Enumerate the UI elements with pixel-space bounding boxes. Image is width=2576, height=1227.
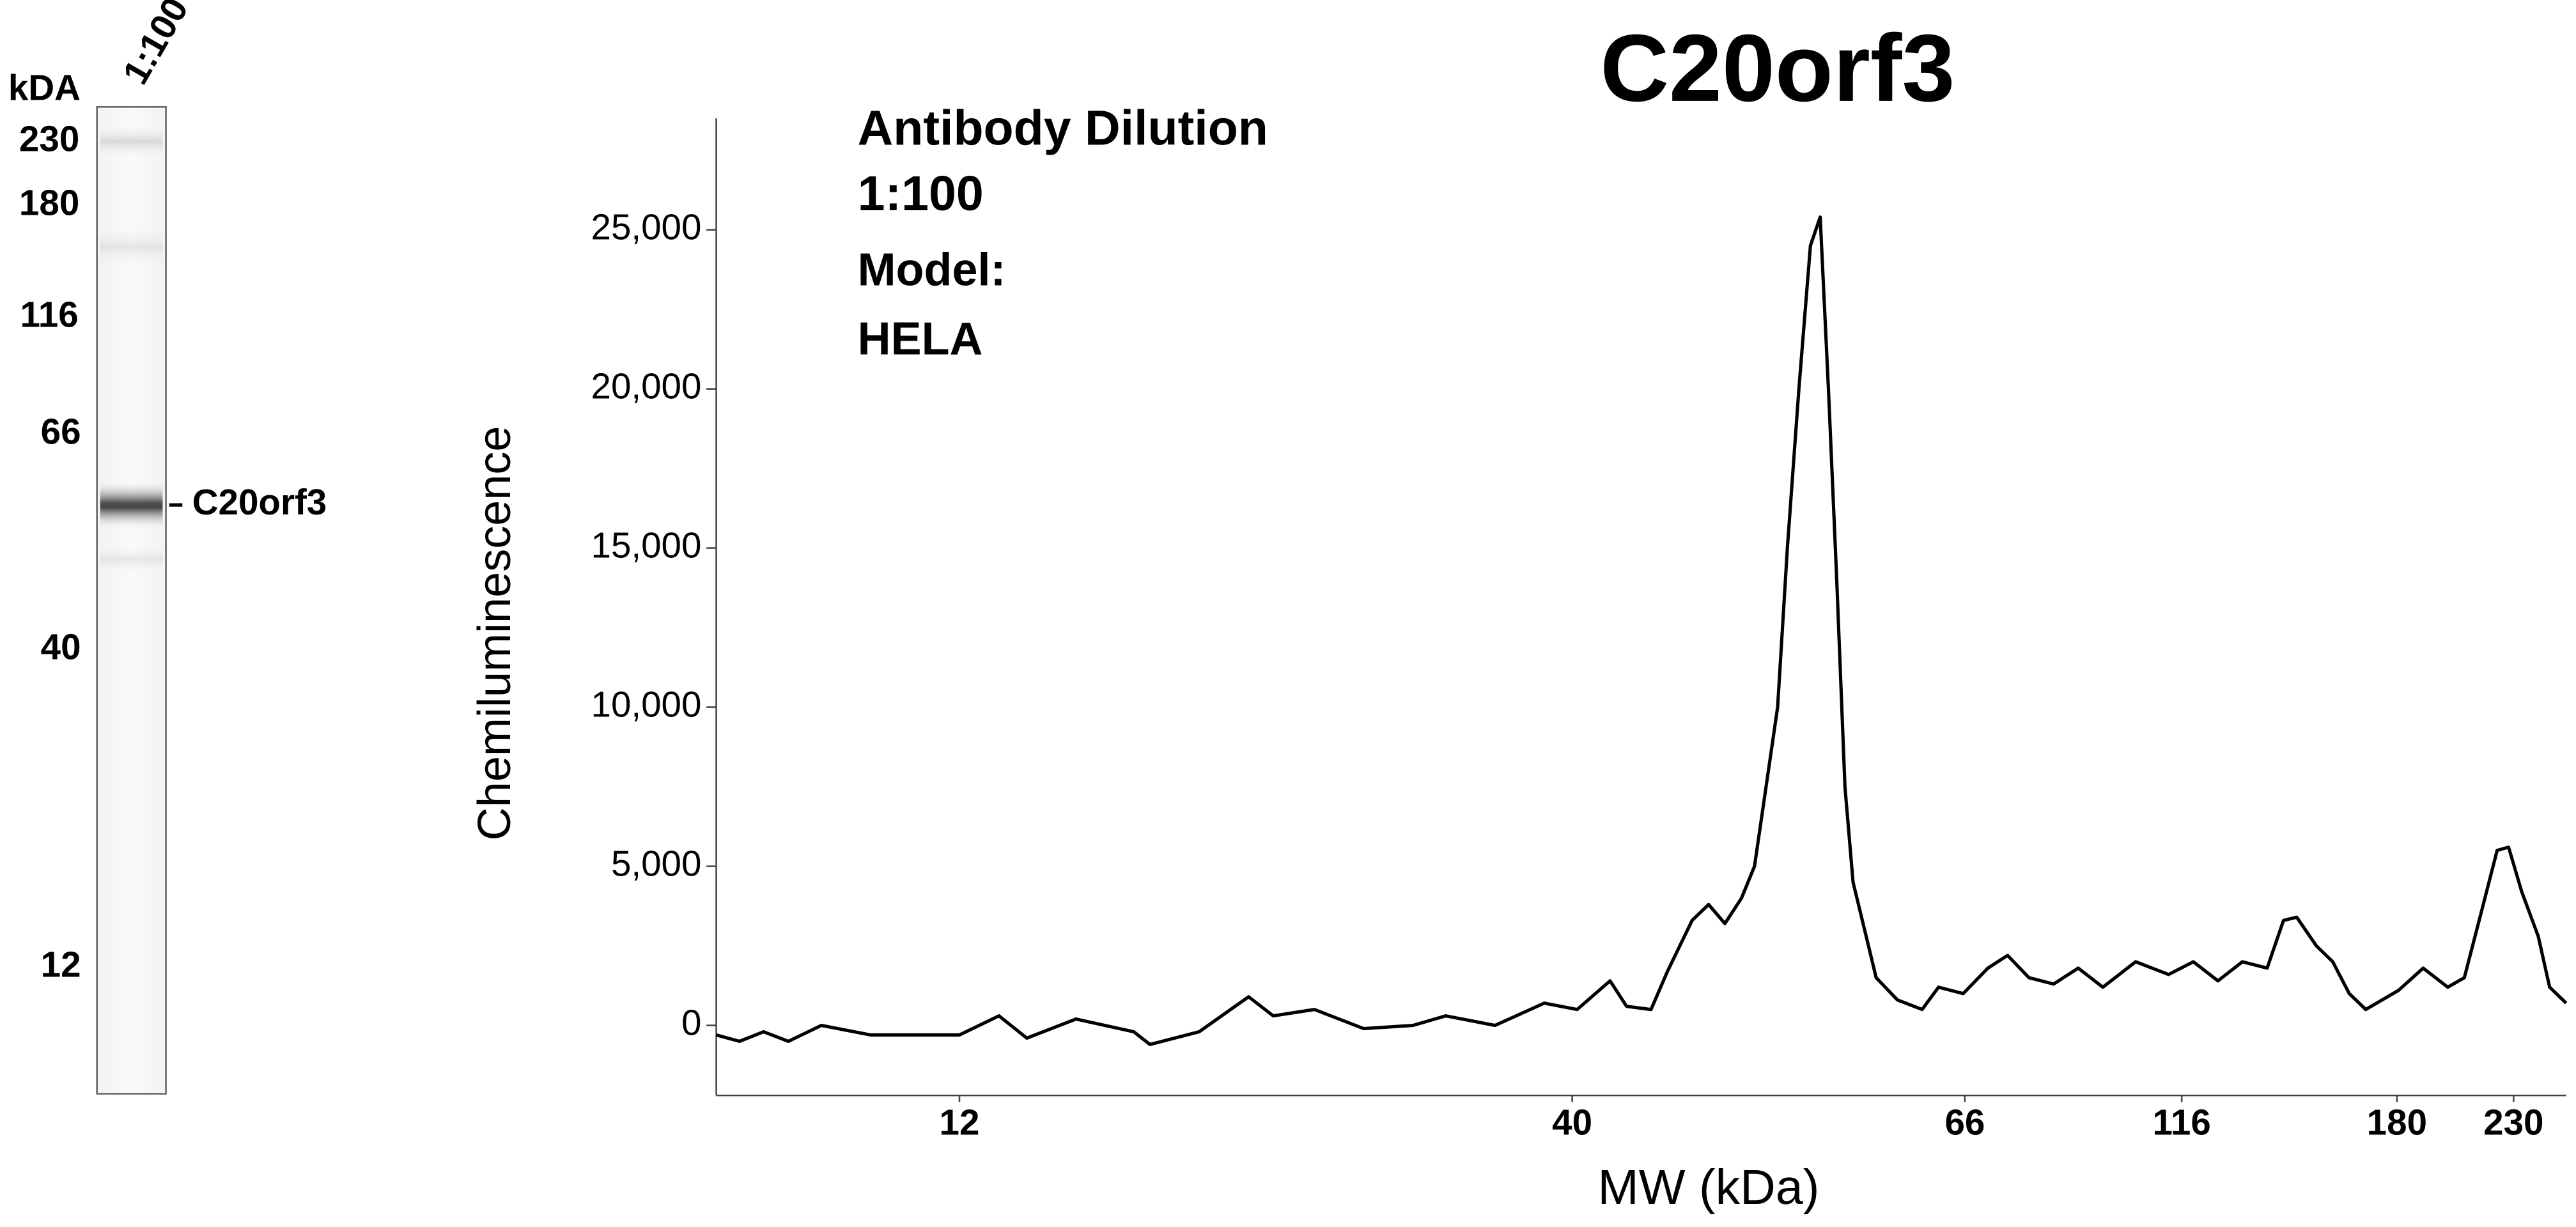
chart-title: C20orf3	[1600, 15, 1955, 121]
lane-smear	[100, 121, 163, 162]
marker-label: 116	[20, 295, 78, 335]
x-tick-label: 66	[1944, 1102, 1985, 1142]
x-tick-label: 12	[940, 1102, 980, 1142]
marker-label: 12	[41, 944, 81, 984]
lane-smear	[100, 222, 163, 272]
y-tick-label: 25,000	[591, 207, 702, 247]
y-axis-label: Chemiluminescence	[469, 426, 520, 841]
lane-header: kDA	[8, 67, 81, 107]
y-tick-label: 5,000	[611, 843, 701, 883]
band-label: C20orf3	[192, 482, 327, 522]
data-line	[715, 215, 2568, 1046]
y-tick-label: 0	[681, 1002, 701, 1042]
marker-label: 66	[41, 411, 81, 451]
x-tick-label: 180	[2367, 1102, 2427, 1142]
annotation: 1:100	[858, 166, 984, 221]
x-tick-label: 116	[2153, 1102, 2211, 1142]
x-tick-label: 230	[2483, 1102, 2543, 1142]
marker-label: 40	[41, 627, 81, 667]
lane-label: 1:100	[115, 0, 196, 91]
lane-band	[100, 480, 163, 530]
marker-label: 230	[19, 118, 79, 158]
marker-label: 180	[19, 183, 79, 223]
annotation: HELA	[858, 313, 983, 364]
x-tick-label: 40	[1552, 1102, 1592, 1142]
lane-smear	[100, 543, 163, 576]
x-axis-label: MW (kDa)	[1598, 1160, 1820, 1215]
y-tick-label: 10,000	[591, 684, 702, 724]
lane: kDA 1:100 230 180 116 66 40 12 C20orf3	[8, 0, 327, 1095]
y-tick-label: 15,000	[591, 525, 702, 566]
annotation: Model:	[858, 244, 1006, 295]
annotation: Antibody Dilution	[858, 100, 1268, 155]
y-tick-label: 20,000	[591, 366, 702, 406]
